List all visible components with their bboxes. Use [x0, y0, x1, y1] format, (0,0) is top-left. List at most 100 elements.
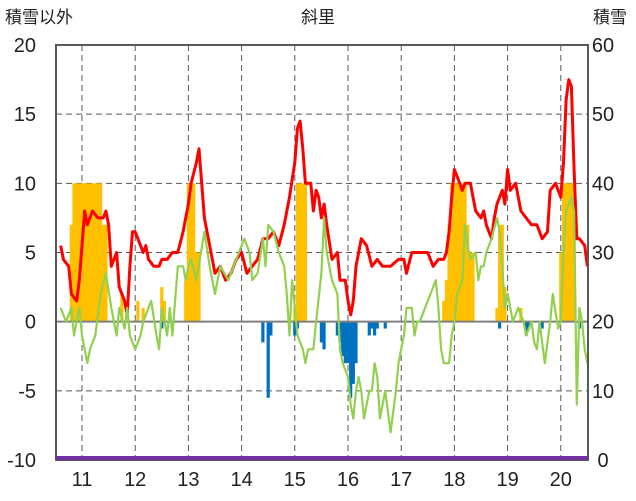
negative-bar [322, 321, 326, 350]
x-tick-label: 14 [230, 469, 252, 491]
negative-bar [498, 321, 502, 329]
negative-bar [383, 321, 387, 329]
negative-bar [269, 321, 273, 336]
snow-depth-bar [192, 183, 196, 322]
negative-bars [160, 321, 582, 398]
negative-bar [341, 321, 345, 357]
series-lines [59, 78, 589, 434]
left-tick-label: 20 [14, 35, 36, 57]
snow-depth-bar [498, 224, 502, 322]
snow-depth-bar [447, 224, 451, 322]
x-tick-label: 17 [390, 469, 412, 491]
snow-depth-bar [463, 183, 467, 322]
x-tick-label: 20 [550, 469, 572, 491]
x-tick-label: 13 [177, 469, 199, 491]
x-tick-label: 15 [284, 469, 306, 491]
snow-depth-bar [466, 224, 470, 322]
negative-bar [266, 321, 270, 398]
negative-bar [524, 321, 528, 336]
negative-bar [373, 321, 377, 336]
negative-bar [346, 321, 350, 364]
left-tick-label: 10 [14, 173, 36, 195]
snow-depth-bar [160, 287, 164, 322]
negative-bar [370, 321, 374, 329]
snow-depth-bar [162, 300, 167, 322]
x-tick-label: 19 [496, 469, 518, 491]
snow-depth-bar [444, 280, 449, 322]
snow-depth-bar [194, 252, 198, 322]
snow-depth-bar [495, 307, 499, 322]
left-tick-label: -10 [7, 450, 36, 472]
plot-frame [55, 44, 589, 461]
right-tick-label: 20 [592, 312, 614, 334]
snow-depth-bar [567, 183, 571, 322]
left-tick-label: 15 [14, 104, 36, 126]
snow-depth-bar [197, 252, 201, 322]
snow-depth-bar [91, 183, 95, 322]
snow-depth-bar [450, 183, 454, 322]
right-tick-label: 10 [592, 381, 614, 403]
right-axis-label: 積雪 [593, 8, 627, 28]
snow-depth-bar [452, 183, 456, 322]
right-tick-label: 40 [592, 173, 614, 195]
x-tick-label: 16 [337, 469, 359, 491]
snow-depth-bar [295, 183, 300, 322]
snow-depth-bar [96, 183, 100, 322]
left-tick-label: 5 [25, 243, 36, 265]
snow-depth-bar [75, 183, 79, 322]
right-tick-label: 60 [592, 35, 614, 57]
left-tick-label: 0 [25, 312, 36, 334]
snow-depth-bar [468, 252, 472, 322]
negative-bar [367, 321, 371, 336]
x-tick-label: 18 [443, 469, 465, 491]
snow-depth-bar [184, 280, 188, 322]
negative-bar [319, 321, 323, 343]
snow-depth-bar [471, 252, 475, 322]
green-series-line [59, 196, 589, 434]
negative-bar [261, 321, 265, 343]
snow-depth-bar [120, 294, 124, 322]
negative-bar [375, 321, 379, 329]
negative-bar [160, 321, 164, 329]
snow-depth-bar [69, 224, 73, 322]
snow-depth-bar [564, 183, 568, 322]
snow-depth-bar [99, 183, 103, 322]
negative-bar [540, 321, 544, 329]
negative-bar [335, 321, 339, 336]
snow-depth-bar [186, 183, 190, 322]
negative-bar [354, 321, 358, 364]
right-tick-label: 50 [592, 104, 614, 126]
snow-depth-bar [141, 307, 145, 322]
snow-depth-bar [442, 300, 446, 322]
snow-depth-bar [569, 183, 574, 322]
right-tick-label: 30 [592, 243, 614, 265]
snow-depth-bar [189, 183, 193, 322]
left-axis-label: 積雪以外 [5, 8, 73, 28]
left-tick-label: -5 [18, 381, 36, 403]
x-tick-label: 11 [72, 469, 93, 491]
snow-depth-bar [458, 183, 462, 322]
snow-depth-bar [101, 224, 105, 322]
snow-depth-bar [93, 183, 97, 322]
snow-depth-bar [455, 183, 459, 322]
snow-depth-bar [88, 183, 92, 322]
snow-depth-bar [83, 183, 87, 322]
chart-title: 斜里 [301, 8, 335, 28]
snow-depth-bar [85, 183, 89, 322]
grid-lines [56, 45, 588, 460]
snow-depth-bar [559, 252, 563, 322]
snow-depth-bars [69, 183, 576, 322]
snow-depth-bar [72, 183, 76, 322]
snow-depth-bar [77, 183, 81, 322]
snow-depth-bar [301, 183, 305, 322]
negative-bar [349, 321, 353, 398]
snow-depth-bar [303, 183, 308, 322]
snow-depth-bar [460, 183, 464, 322]
negative-bar [527, 321, 531, 329]
snow-depth-bar [298, 183, 302, 322]
right-tick-label: 0 [597, 450, 608, 472]
x-tick-label: 12 [124, 469, 146, 491]
